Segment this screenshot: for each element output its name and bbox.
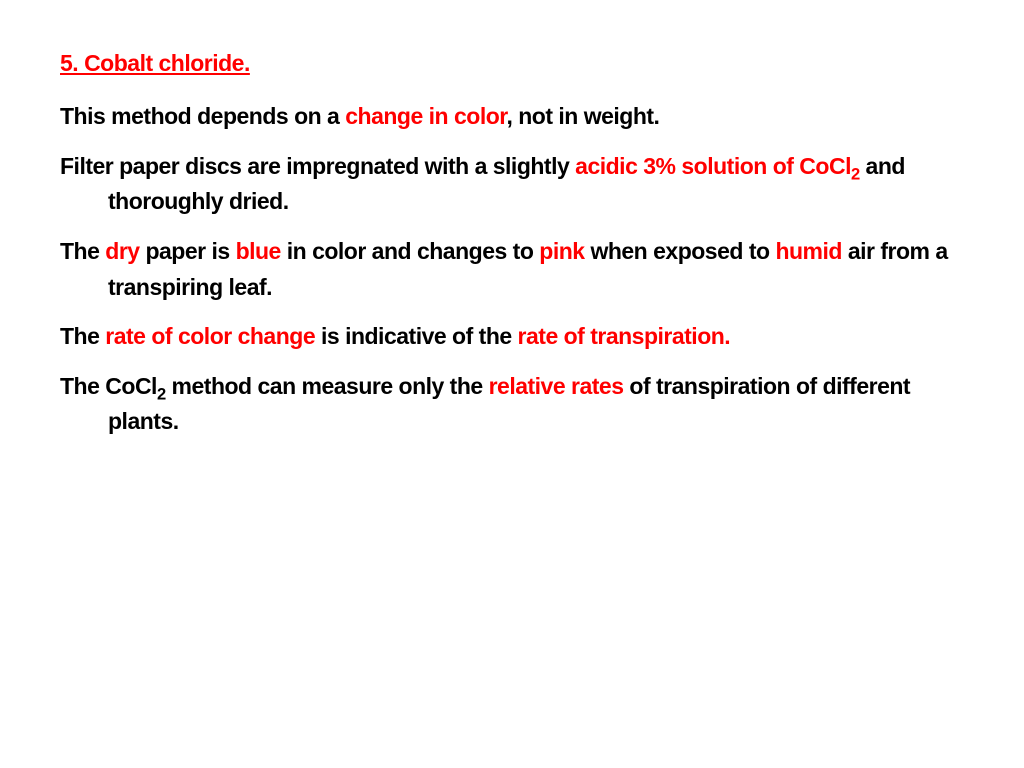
paragraph-4: The rate of color change is indicative o…: [60, 319, 964, 355]
p5-text-1: The CoCl2: [60, 373, 166, 399]
p1-text-1: This method depends on a: [60, 103, 345, 129]
p2-text-1: Filter paper discs are impregnated with …: [60, 153, 575, 179]
p3-highlight-4: humid: [775, 238, 842, 264]
p4-highlight-1: rate of color change: [105, 323, 321, 349]
p3-text-1: The: [60, 238, 105, 264]
section-heading: 5. Cobalt chloride.: [60, 50, 964, 77]
p3-highlight-2: blue: [236, 238, 281, 264]
p1-highlight-1: change in color: [345, 103, 506, 129]
p2-highlight-1: acidic 3% solution of CoCl2: [575, 153, 860, 179]
p3-highlight-1: dry: [105, 238, 139, 264]
p5-text-2: method can measure only the: [166, 373, 489, 399]
paragraph-5: The CoCl2 method can measure only the re…: [60, 369, 964, 440]
p4-highlight-2: rate of transpiration.: [518, 323, 731, 349]
paragraph-2: Filter paper discs are impregnated with …: [60, 149, 964, 220]
p1-text-2: , not in weight.: [506, 103, 659, 129]
paragraph-3: The dry paper is blue in color and chang…: [60, 234, 964, 305]
paragraph-1: This method depends on a change in color…: [60, 99, 964, 135]
p3-text-4: when exposed to: [585, 238, 776, 264]
p3-text-3: in color and changes to: [281, 238, 539, 264]
p4-text-2: is indicative of the: [321, 323, 518, 349]
p5-highlight-1: relative rates: [489, 373, 630, 399]
p3-text-2: paper is: [140, 238, 236, 264]
p3-highlight-3: pink: [539, 238, 584, 264]
p4-text-1: The: [60, 323, 105, 349]
